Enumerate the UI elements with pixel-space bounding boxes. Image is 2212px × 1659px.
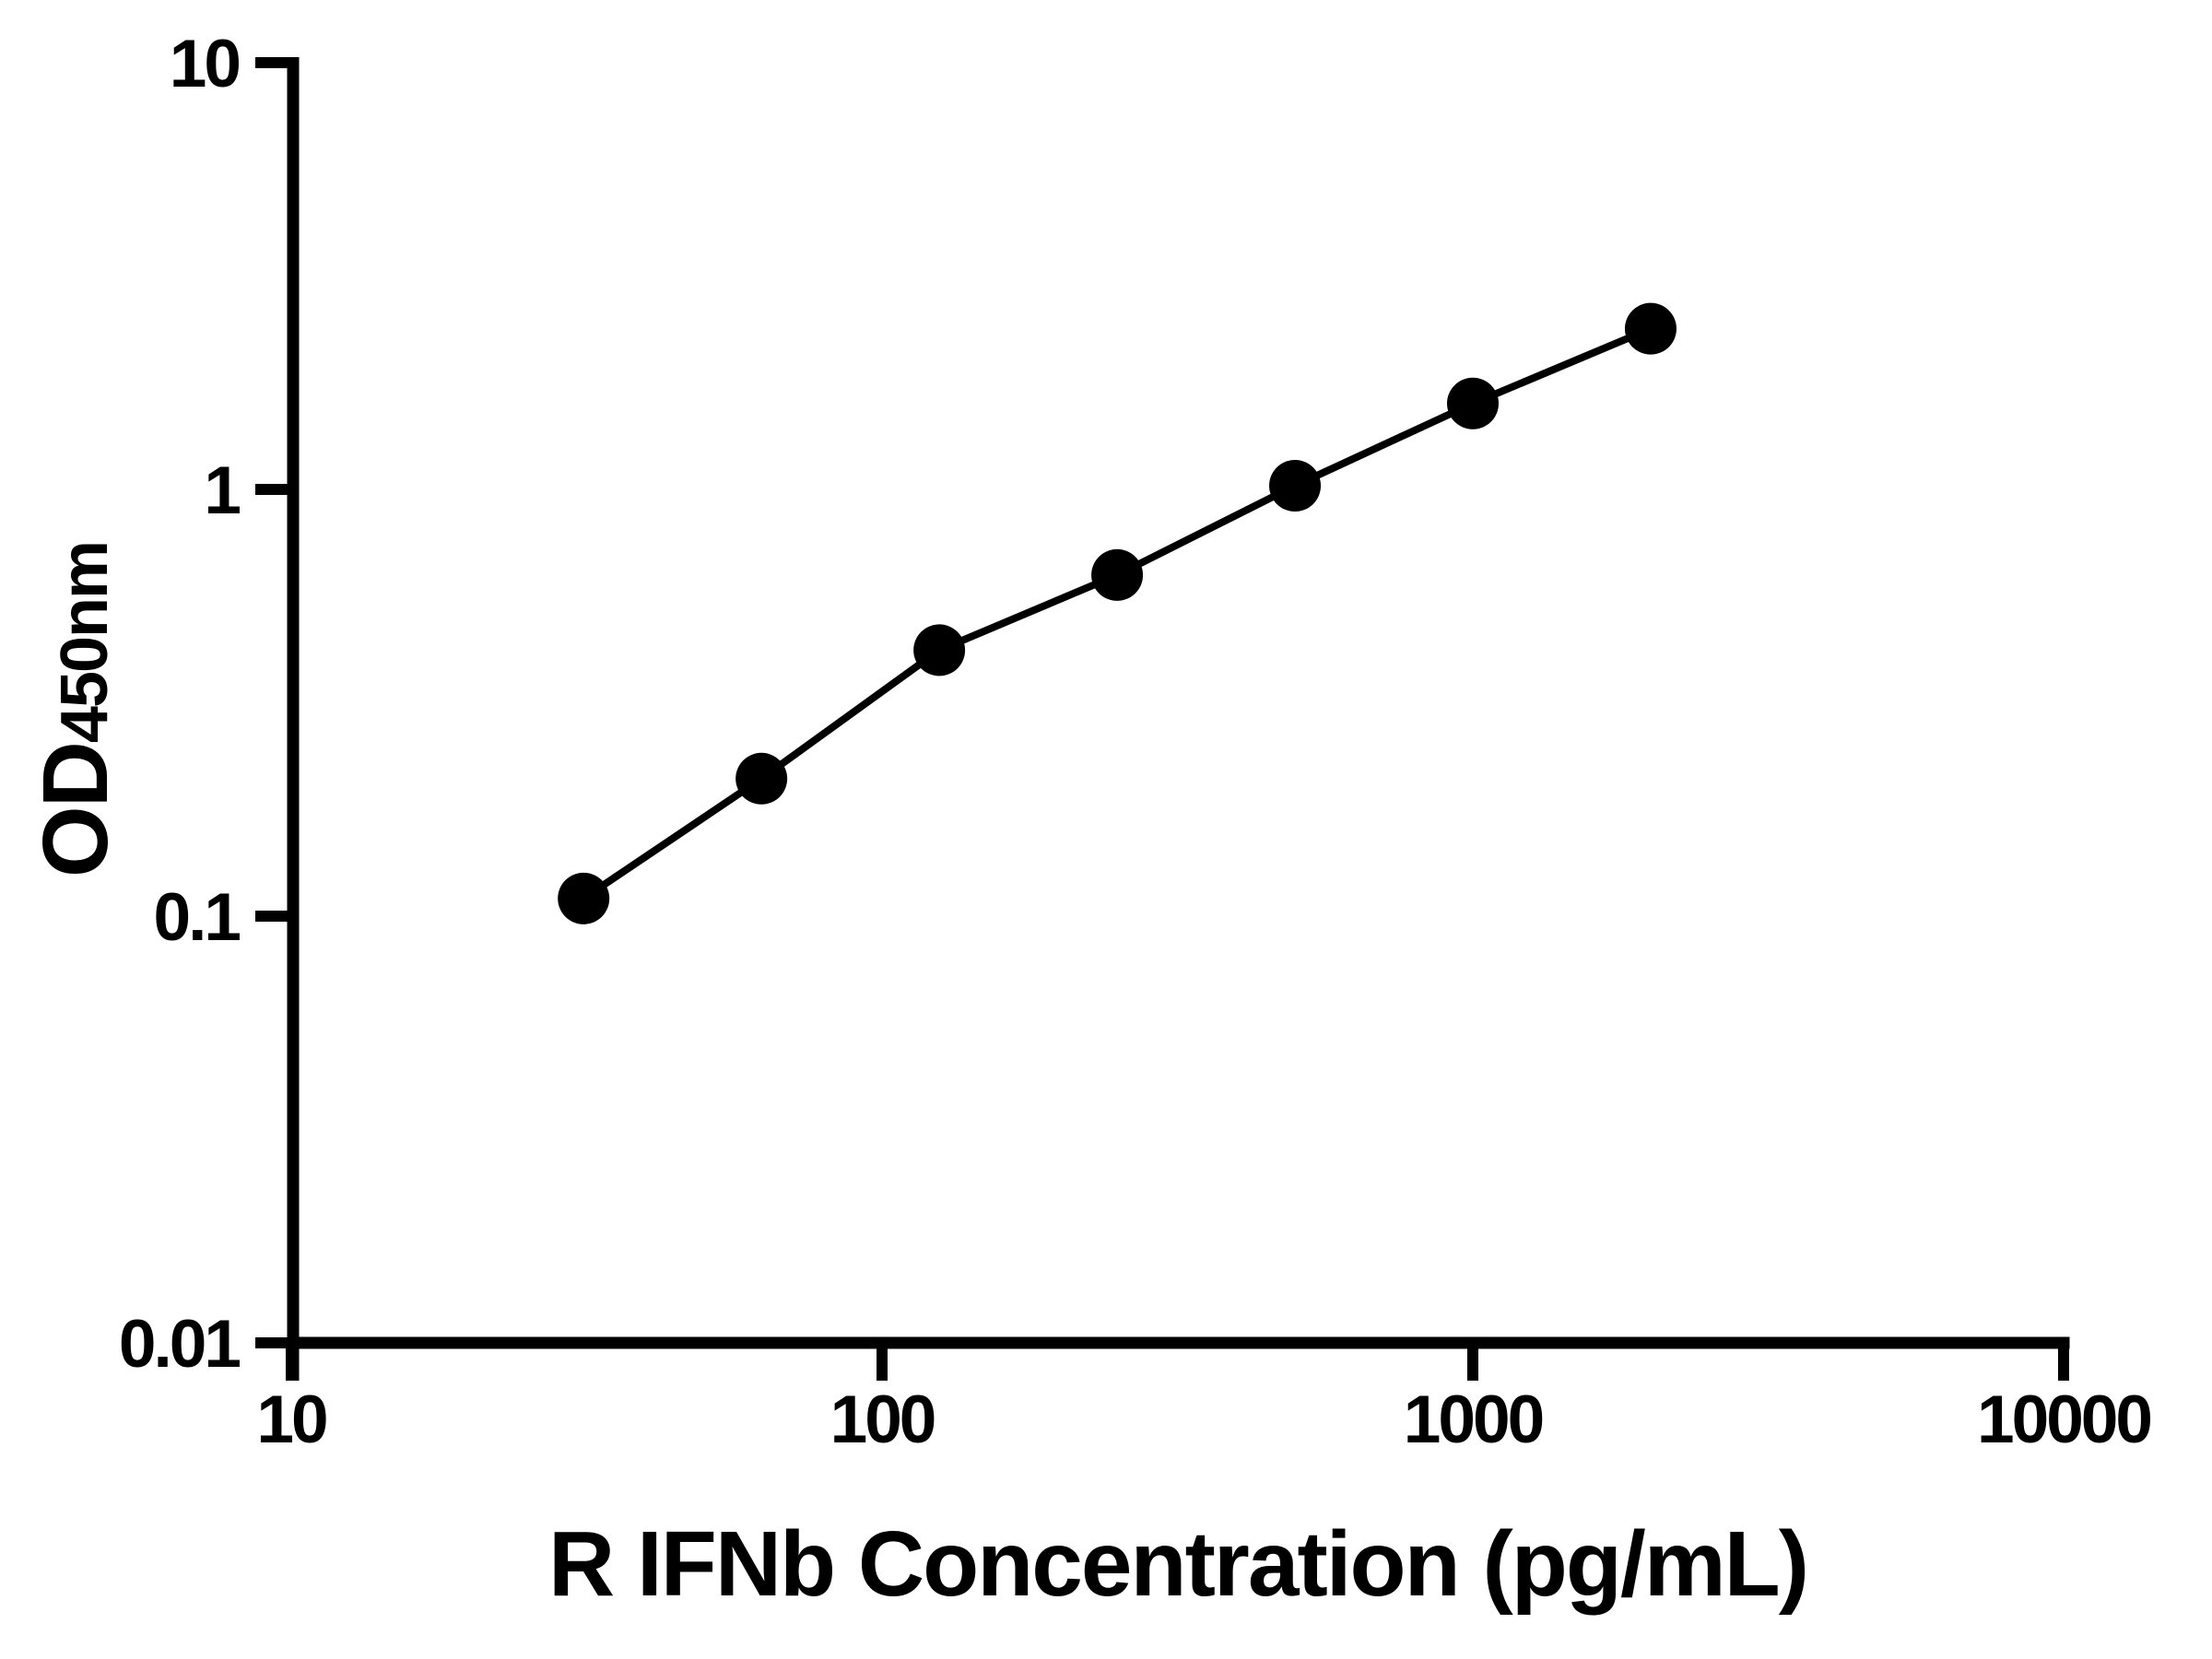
x-tick-label-100: 100	[830, 1382, 935, 1457]
data-point-250	[1091, 548, 1144, 601]
x-tick-label-10000: 10000	[1977, 1382, 2150, 1457]
y-axis-title-main: OD	[24, 743, 127, 878]
data-point-62.5	[735, 752, 788, 805]
data-point-1000	[1447, 377, 1499, 429]
y-axis-title: OD450nm	[24, 541, 127, 877]
data-point-2000	[1624, 302, 1677, 355]
y-tick-label-10: 10	[170, 27, 240, 101]
y-tick-label-0.01: 0.01	[119, 1307, 240, 1382]
data-point-31.25	[558, 872, 610, 924]
y-tick-label-0.1: 0.1	[154, 880, 241, 955]
data-point-500	[1269, 460, 1322, 512]
data-point-125	[913, 624, 966, 677]
x-tick-label-10: 10	[256, 1382, 326, 1457]
x-tick-label-1000: 1000	[1404, 1382, 1543, 1457]
y-tick-label-1: 1	[204, 453, 240, 528]
y-axis-title-sub: 450nm	[48, 541, 122, 744]
x-axis-title: R IFNb Concentration (pg/mL)	[547, 1512, 1809, 1616]
